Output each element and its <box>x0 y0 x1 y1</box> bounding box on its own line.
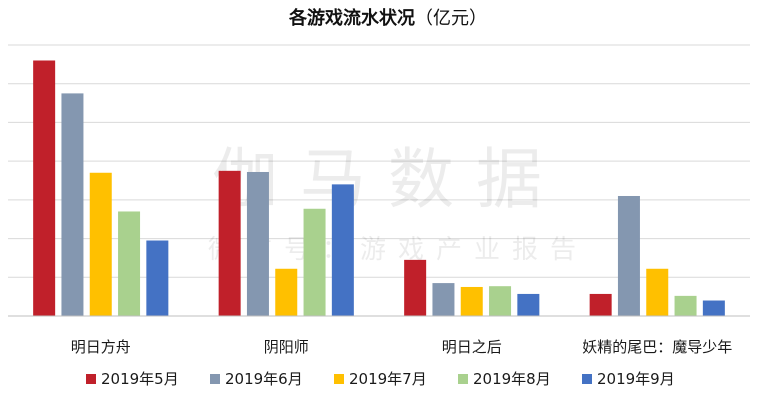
category-label: 明日之后 <box>442 338 502 356</box>
legend-label: 2019年8月 <box>473 370 551 388</box>
legend-label: 2019年5月 <box>101 370 179 388</box>
legend-swatch <box>458 374 468 384</box>
legend-item: 2019年5月 <box>86 370 179 388</box>
chart-title: 各游戏流水状况（亿元） <box>288 7 487 29</box>
legend: 2019年5月 2019年6月 2019年7月 2019年8月 2019年9月 <box>86 370 675 388</box>
chart-title-unit: （亿元） <box>415 8 487 29</box>
bar <box>702 300 725 316</box>
bar <box>303 208 326 316</box>
legend-swatch <box>210 374 220 384</box>
bar <box>118 211 141 316</box>
legend-swatch <box>86 374 96 384</box>
bar <box>218 170 241 316</box>
bar <box>489 286 512 316</box>
legend-label: 2019年9月 <box>597 370 675 388</box>
bar <box>617 195 640 316</box>
category-label: 阴阳师 <box>264 338 309 356</box>
category-label: 妖精的尾巴：魔导少年 <box>582 338 732 356</box>
legend-swatch <box>582 374 592 384</box>
bar-series <box>33 60 725 317</box>
legend-item: 2019年8月 <box>458 370 551 388</box>
legend-item: 2019年6月 <box>210 370 303 388</box>
bar <box>33 60 56 316</box>
legend-label: 2019年6月 <box>225 370 303 388</box>
bar <box>404 259 427 316</box>
bar <box>517 293 540 316</box>
bar <box>331 184 354 316</box>
bar <box>674 295 697 316</box>
bar <box>460 286 483 316</box>
legend-swatch <box>334 374 344 384</box>
bar <box>146 240 169 316</box>
category-labels: 明日方舟 阴阳师 明日之后 妖精的尾巴：魔导少年 <box>71 338 733 356</box>
watermark-text-sub: 微信号：游戏产业报告 <box>208 235 588 265</box>
category-label: 明日方舟 <box>71 338 131 356</box>
legend-item: 2019年7月 <box>334 370 427 388</box>
bar <box>589 293 612 316</box>
bar <box>646 268 669 316</box>
chart-title-main: 各游戏流水状况 <box>288 7 415 29</box>
bar <box>89 172 112 316</box>
bar <box>432 283 455 316</box>
legend-label: 2019年7月 <box>349 370 427 388</box>
legend-item: 2019年9月 <box>582 370 675 388</box>
bar <box>61 93 84 317</box>
bar <box>246 171 269 316</box>
bar <box>275 268 298 316</box>
